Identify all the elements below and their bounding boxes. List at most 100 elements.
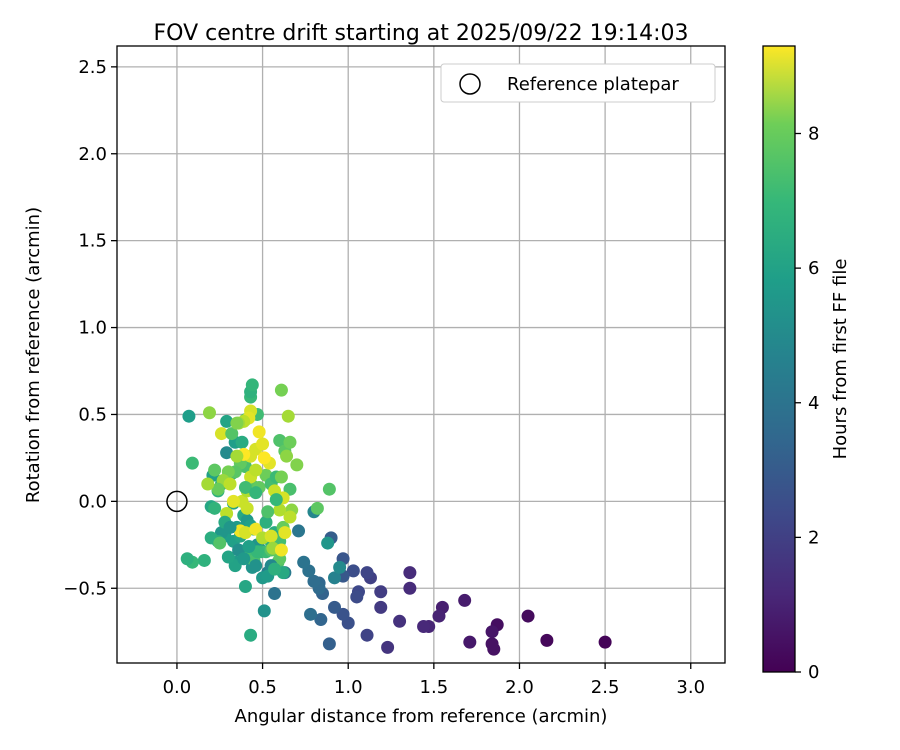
y-tick-label: −0.5 <box>63 578 107 599</box>
data-point <box>403 581 417 595</box>
data-point <box>360 566 374 580</box>
data-point <box>201 477 215 491</box>
data-point <box>485 637 499 651</box>
x-tick-label: 1.0 <box>334 677 363 698</box>
data-point <box>307 574 321 588</box>
data-point <box>208 501 222 515</box>
data-point <box>249 559 263 573</box>
data-point <box>521 609 535 623</box>
colorbar-tick-label: 6 <box>808 258 819 279</box>
y-tick-label: 0.5 <box>78 404 107 425</box>
x-tick-label: 0.0 <box>163 677 192 698</box>
data-point <box>297 555 311 569</box>
data-points <box>180 378 612 656</box>
data-point <box>211 482 225 496</box>
colorbar-tick-label: 2 <box>808 527 819 548</box>
data-point <box>310 501 324 515</box>
data-point <box>417 620 431 634</box>
colorbar-ticks: 0 2 4 6 8 <box>795 124 819 683</box>
data-point <box>321 536 335 550</box>
data-point <box>249 463 263 477</box>
data-point <box>274 543 288 557</box>
colorbar-tick-label: 0 <box>808 662 819 683</box>
data-point <box>432 609 446 623</box>
data-point <box>220 414 234 428</box>
data-point <box>374 600 388 614</box>
data-point <box>280 449 294 463</box>
data-point <box>283 482 297 496</box>
data-point <box>213 536 227 550</box>
data-point <box>240 501 254 515</box>
data-point <box>214 427 228 441</box>
data-point <box>264 529 278 543</box>
data-point <box>180 552 194 566</box>
data-point <box>274 383 288 397</box>
data-point <box>381 640 395 654</box>
y-axis-label: Rotation from reference (arcmin) <box>23 207 44 503</box>
y-tick-label: 1.0 <box>78 318 107 339</box>
colorbar-gradient <box>763 46 795 672</box>
x-axis-label: Angular distance from reference (arcmin) <box>235 706 608 727</box>
data-point <box>314 613 328 627</box>
x-tick-label: 2.0 <box>505 677 534 698</box>
legend-marker-icon <box>459 73 481 95</box>
y-tick-label: 0.0 <box>78 491 107 512</box>
data-point <box>328 600 342 614</box>
data-point <box>220 446 234 460</box>
data-point <box>230 416 244 430</box>
data-point <box>242 540 256 554</box>
data-point <box>292 524 306 538</box>
data-point <box>278 526 292 540</box>
data-point <box>374 585 388 599</box>
data-point <box>268 562 282 576</box>
data-point <box>540 633 554 647</box>
data-point <box>223 477 237 491</box>
x-tick-label: 1.5 <box>420 677 449 698</box>
data-point <box>252 425 266 439</box>
data-point <box>249 486 263 500</box>
data-point <box>225 427 239 441</box>
plot-area <box>117 46 725 663</box>
y-tick-label: 2.5 <box>78 57 107 78</box>
data-point <box>259 515 273 529</box>
data-point <box>249 522 263 536</box>
data-point <box>269 493 283 507</box>
data-point <box>221 550 235 564</box>
data-point <box>226 494 240 508</box>
data-point <box>261 505 275 519</box>
data-point <box>185 456 199 470</box>
data-point <box>182 409 196 423</box>
colorbar-tick-label: 4 <box>808 393 819 414</box>
data-point <box>230 449 244 463</box>
data-point <box>283 435 297 449</box>
data-point <box>256 437 270 451</box>
data-point <box>463 635 477 649</box>
data-point <box>238 526 252 540</box>
data-point <box>268 586 282 600</box>
data-point <box>360 628 374 642</box>
data-point <box>328 571 342 585</box>
x-tick-label: 0.5 <box>248 677 277 698</box>
y-tick-label: 2.0 <box>78 144 107 165</box>
data-point <box>273 434 287 448</box>
y-tick-label: 1.5 <box>78 231 107 252</box>
colorbar-tick-label: 8 <box>808 124 819 145</box>
data-point <box>208 463 222 477</box>
data-point <box>393 614 407 628</box>
data-point <box>273 503 287 517</box>
data-point <box>257 451 271 465</box>
data-point <box>403 566 417 580</box>
data-point <box>458 593 472 607</box>
legend-box <box>440 63 716 103</box>
data-point <box>304 607 318 621</box>
legend-entry-label: Reference platepar <box>507 74 679 95</box>
reference-platepar-marker <box>166 490 188 513</box>
data-point <box>322 637 336 651</box>
y-axis-ticks: −0.5 0.0 0.5 1.0 1.5 2.0 2.5 <box>63 57 117 599</box>
chart-title: FOV centre drift starting at 2025/09/22 … <box>154 21 689 46</box>
data-point <box>238 480 252 494</box>
x-tick-label: 3.0 <box>676 677 705 698</box>
colorbar: 0 2 4 6 8 Hours from first FF file <box>762 45 851 683</box>
colorbar-label: Hours from first FF file <box>830 259 851 460</box>
data-point <box>238 580 252 594</box>
